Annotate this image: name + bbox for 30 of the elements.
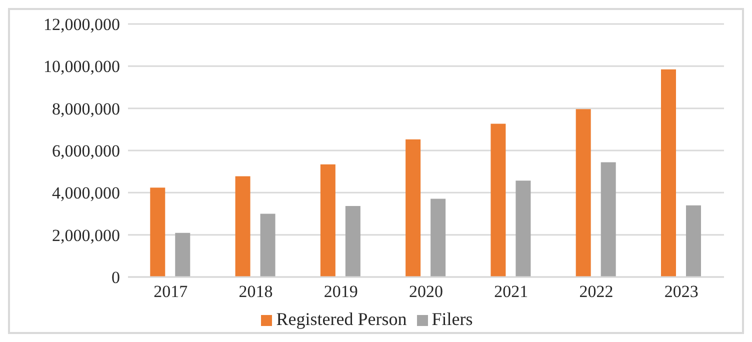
bar bbox=[600, 162, 616, 277]
x-tick-label: 2022 bbox=[579, 282, 614, 302]
y-tick-label: 2,000,000 bbox=[52, 226, 120, 245]
bar bbox=[235, 176, 250, 277]
bar bbox=[660, 69, 676, 277]
y-tick-label: 4,000,000 bbox=[52, 184, 120, 203]
bar bbox=[320, 164, 336, 277]
y-tick-label: 10,000,000 bbox=[44, 57, 120, 76]
bar bbox=[406, 139, 421, 277]
legend-label: Registered Person bbox=[276, 309, 407, 329]
bar bbox=[175, 232, 190, 277]
legend-label: Filers bbox=[432, 309, 473, 329]
bar bbox=[260, 214, 276, 277]
y-tick-label: 0 bbox=[112, 268, 120, 288]
bar bbox=[516, 180, 531, 277]
y-tick-label: 8,000,000 bbox=[52, 99, 120, 118]
bar bbox=[576, 109, 591, 277]
x-tick-label: 2020 bbox=[409, 282, 443, 302]
bar bbox=[490, 124, 506, 277]
bar bbox=[686, 205, 701, 277]
x-tick-label: 2018 bbox=[238, 282, 273, 302]
x-tick-label: 2019 bbox=[324, 282, 358, 302]
x-tick-label: 2017 bbox=[154, 282, 188, 302]
bar bbox=[430, 198, 446, 277]
bar bbox=[345, 206, 360, 277]
x-tick-label: 2021 bbox=[494, 282, 528, 302]
x-tick-label: 2023 bbox=[664, 282, 698, 302]
y-tick-label: 12,000,000 bbox=[44, 15, 120, 34]
bar bbox=[150, 188, 166, 277]
y-tick-label: 6,000,000 bbox=[52, 142, 120, 161]
